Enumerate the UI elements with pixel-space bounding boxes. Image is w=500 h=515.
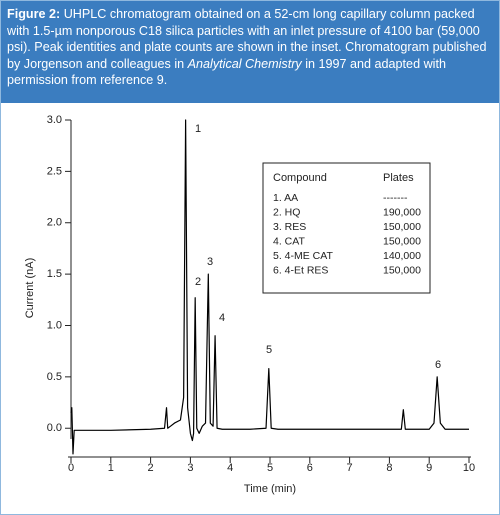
inset-cell: 2. HQ <box>273 206 300 218</box>
y-tick-label: 2.5 <box>47 165 62 177</box>
y-tick-label: 3.0 <box>47 114 62 126</box>
x-tick-label: 0 <box>68 462 74 474</box>
y-tick-label: 1.5 <box>47 268 62 280</box>
x-tick-label: 4 <box>227 462 233 474</box>
y-tick-label: 0.5 <box>47 371 62 383</box>
x-tick-label: 5 <box>267 462 273 474</box>
y-tick-label: 1.0 <box>47 319 62 331</box>
inset-cell: 5. 4-ME CAT <box>273 250 333 262</box>
peak-label: 6 <box>435 359 441 371</box>
caption-text: UHPLC chromatogram obtained on a 52-cm l… <box>7 7 487 71</box>
inset-cell: ------- <box>383 192 408 204</box>
peak-label: 1 <box>195 123 201 135</box>
caption-journal: Analytical Chemistry <box>187 56 302 71</box>
y-tick-label: 0.0 <box>47 422 62 434</box>
peak-label: 4 <box>219 312 225 324</box>
x-axis-title: Time (min) <box>244 483 296 495</box>
inset-cell: 150,000 <box>383 264 421 276</box>
x-tick-label: 1 <box>108 462 114 474</box>
inset-cell: 4. CAT <box>273 235 305 247</box>
inset-cell: 190,000 <box>383 206 421 218</box>
peak-label: 5 <box>266 344 272 356</box>
x-tick-label: 2 <box>148 462 154 474</box>
peak-label: 3 <box>207 256 213 268</box>
inset-cell: 3. RES <box>273 221 306 233</box>
inset-box <box>262 162 431 294</box>
trace <box>70 119 469 455</box>
x-tick-label: 8 <box>386 462 392 474</box>
y-tick-label: 2.0 <box>47 217 62 229</box>
caption-label: Figure 2: <box>7 7 61 21</box>
inset-cell: 150,000 <box>383 221 421 233</box>
x-tick-label: 7 <box>347 462 353 474</box>
caption: Figure 2: UHPLC chromatogram obtained on… <box>1 1 499 103</box>
inset-cell: 6. 4-Et RES <box>273 264 328 276</box>
peak-label: 2 <box>195 276 201 288</box>
inset-cell: 140,000 <box>383 250 421 262</box>
x-tick-label: 9 <box>426 462 432 474</box>
x-tick-label: 10 <box>463 462 475 474</box>
inset-cell: 1. AA <box>273 192 298 204</box>
y-axis-title: Current (nA) <box>24 258 36 319</box>
x-tick-label: 3 <box>187 462 193 474</box>
inset-cell: 150,000 <box>383 235 421 247</box>
inset-header: Plates <box>383 172 414 184</box>
caption-text: in 1997 and adapted with permission from… <box>7 56 446 88</box>
x-tick-label: 6 <box>307 462 313 474</box>
inset-header: Compound <box>273 172 327 184</box>
